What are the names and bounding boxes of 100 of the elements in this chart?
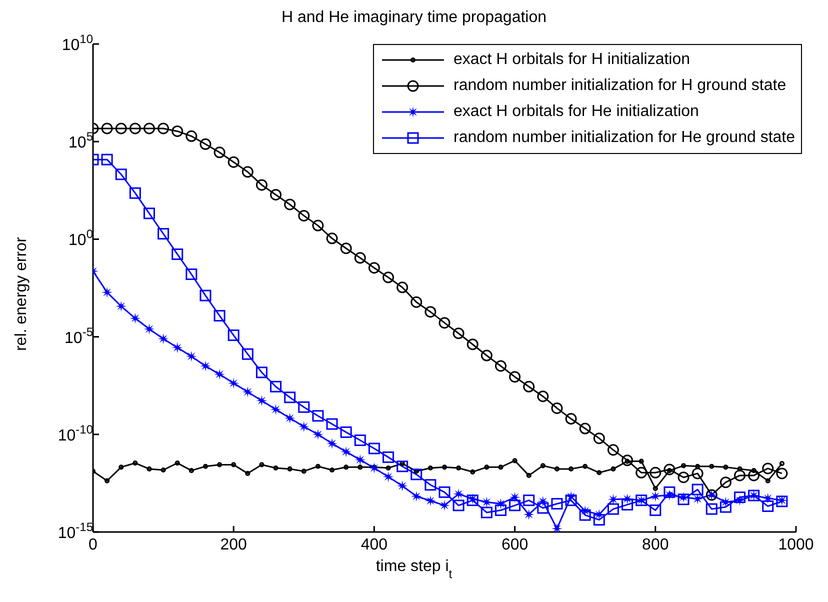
point [158,228,170,240]
point [270,380,282,392]
point [245,470,250,476]
point [358,464,363,470]
y-tick-label: 10$^{5}$ [68,130,94,152]
point [593,432,605,444]
point [664,464,676,476]
point [424,306,436,318]
point [650,504,662,516]
point [284,412,296,424]
point [779,461,784,466]
point [608,494,619,505]
point [636,466,648,478]
point [344,464,349,470]
point [200,290,212,302]
point [737,466,742,472]
point [622,454,634,466]
point [678,494,690,506]
point [172,248,184,260]
point [537,390,549,402]
point [130,312,141,324]
x-tick-label: 600 [501,536,528,554]
y-tick-label: 10$^{10}$ [62,32,94,54]
point [466,338,478,350]
point [115,168,127,180]
point [214,368,226,380]
point [102,286,113,298]
point [509,500,521,512]
point [301,468,306,474]
point [186,268,198,280]
point [143,122,155,134]
point [115,122,127,134]
point [678,472,690,484]
point [284,392,296,404]
point [144,324,155,335]
point [228,378,240,389]
point [720,476,732,488]
point [101,154,113,166]
point [396,480,408,492]
point [494,504,506,516]
point [298,210,310,222]
point [382,451,394,463]
point [256,179,268,191]
point [565,494,577,506]
point [484,464,490,470]
point [315,464,321,469]
point [762,500,774,512]
point [354,252,366,264]
point [214,146,226,158]
point [228,156,240,168]
point [132,460,138,466]
point [523,508,534,520]
point [565,413,577,425]
point [312,428,324,440]
point [284,198,296,210]
point [554,466,560,472]
legend-label: exact H orbitals for H initialization [453,51,690,69]
point [410,468,422,480]
point [692,493,704,504]
point [512,458,518,464]
point [622,498,634,510]
point [256,366,268,378]
point [439,500,450,511]
point [287,466,292,472]
point [158,333,169,344]
point [386,465,391,471]
legend-label: random number initialization for H ground state [453,77,786,95]
point [748,470,760,482]
point [498,464,504,470]
point [568,466,574,472]
point [734,492,746,504]
point [428,465,433,471]
point [396,460,408,472]
point [692,484,704,496]
point [354,454,366,466]
point [104,478,110,484]
point [442,464,448,470]
point [582,464,588,469]
point [172,125,184,137]
chart-title: H and He imaginary time propagation [280,8,548,28]
point [216,462,222,468]
point [256,395,268,406]
point [186,130,198,142]
point [158,122,170,134]
point [650,490,661,502]
point [382,272,394,284]
point [579,509,591,521]
x-tick-label: 800 [642,536,669,554]
point [329,467,335,473]
point [424,479,436,491]
point [354,434,366,446]
point [410,490,422,502]
point [259,462,264,468]
point [340,446,352,458]
point [340,242,352,254]
point [326,418,338,430]
point [452,328,464,340]
point [480,506,492,518]
point [720,501,732,513]
point [326,232,338,244]
